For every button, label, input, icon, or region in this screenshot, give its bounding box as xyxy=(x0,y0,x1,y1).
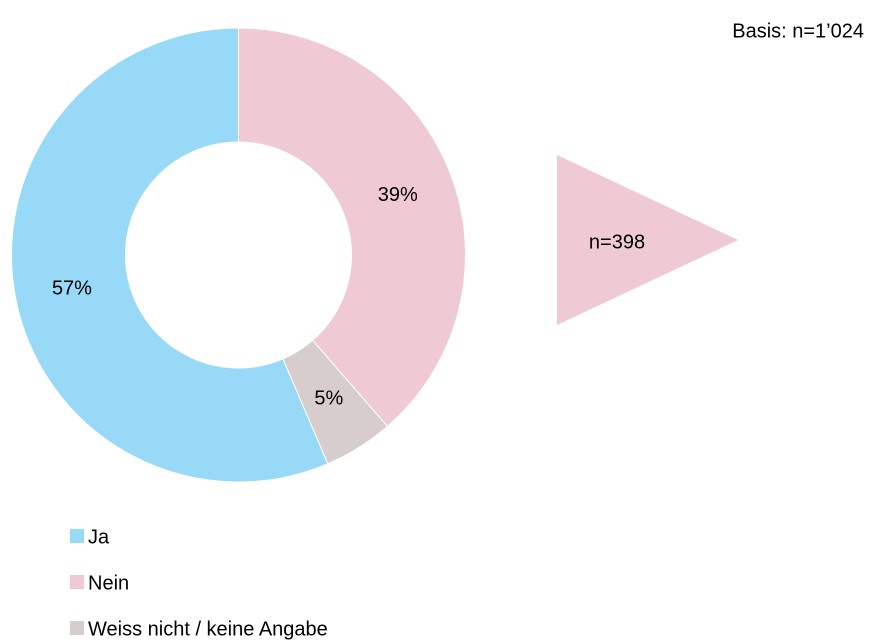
callout-triangle xyxy=(557,155,738,325)
donut-slice xyxy=(238,27,466,428)
legend-label: Weiss nicht / keine Angabe xyxy=(88,618,328,640)
slice-label: 5% xyxy=(314,387,343,409)
callout-label: n=398 xyxy=(589,231,645,253)
legend-label: Ja xyxy=(88,526,110,548)
legend-swatch xyxy=(70,575,84,589)
donut-slice xyxy=(11,27,329,483)
legend-swatch xyxy=(70,621,84,635)
legend-swatch xyxy=(70,529,84,543)
legend-label: Nein xyxy=(88,572,129,594)
slice-label: 39% xyxy=(378,184,418,206)
donut-slice xyxy=(282,339,389,465)
slice-label: 57% xyxy=(52,277,92,299)
basis-note: Basis: n=1’024 xyxy=(732,20,864,42)
